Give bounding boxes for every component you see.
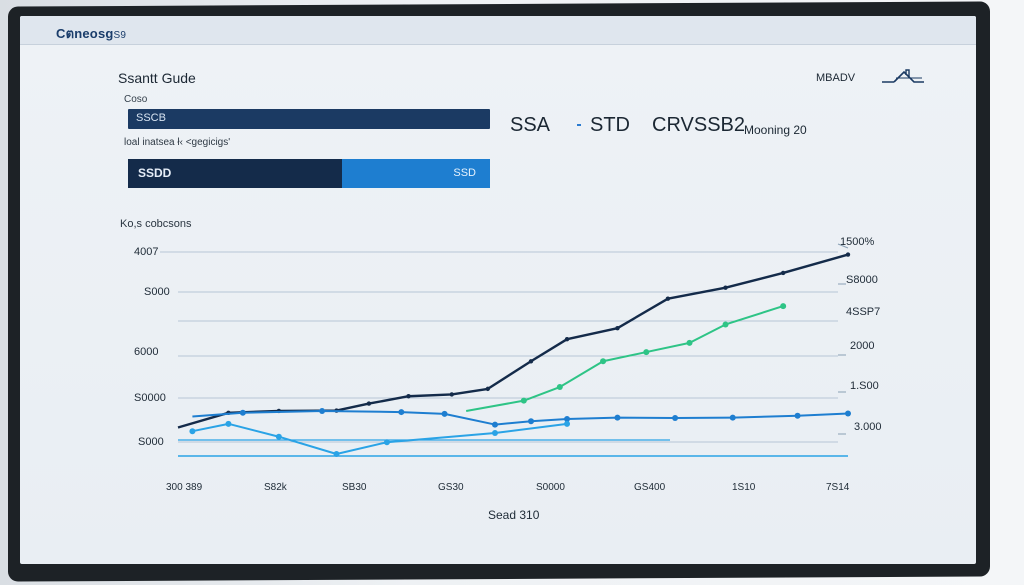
brand-name: Cตneosg (56, 26, 114, 41)
data-point[interactable] (366, 401, 372, 406)
data-point[interactable] (600, 358, 607, 365)
legend-item-1: SSA (510, 114, 551, 136)
data-point[interactable] (189, 428, 196, 435)
data-point[interactable] (845, 410, 851, 417)
y-tick-label-right: S8000 (846, 274, 878, 286)
series-line-3 (192, 409, 849, 426)
x-tick-label: SB30 (342, 482, 367, 493)
data-point[interactable] (225, 420, 232, 427)
legend-item-3: CRVSSB2 (652, 114, 746, 136)
data-point[interactable] (672, 414, 679, 421)
corner-label: MBADV (816, 72, 856, 84)
data-point[interactable] (564, 337, 570, 342)
data-point[interactable] (564, 416, 571, 423)
y-tick-label: S000 (144, 286, 170, 298)
brand-suffix: S9 (113, 30, 127, 41)
y-tick-label: 6000 (134, 346, 159, 358)
segment-ssd[interactable]: SSD (342, 159, 490, 188)
data-point[interactable] (643, 349, 650, 356)
data-point[interactable] (556, 384, 563, 391)
x-tick-label: 1S10 (732, 482, 756, 493)
series-line-2 (465, 305, 784, 412)
data-point[interactable] (333, 451, 340, 458)
x-axis-title: Sead 310 (488, 508, 540, 522)
axis-tick (837, 243, 849, 249)
data-point[interactable] (491, 421, 498, 428)
data-point[interactable] (528, 359, 534, 364)
y-tick-label: S000 (138, 436, 164, 448)
data-point[interactable] (239, 409, 246, 416)
x-tick-label: S0000 (536, 482, 565, 493)
panel-subhead: Coso (124, 94, 148, 105)
y-tick-label: S0000 (134, 392, 166, 404)
x-tick-label: GS400 (634, 482, 666, 493)
data-point[interactable] (614, 414, 621, 421)
legend-tick (577, 124, 581, 126)
x-tick-label: GS30 (438, 482, 464, 493)
app-brand[interactable]: CตneosgS9 (56, 23, 126, 44)
data-point[interactable] (722, 321, 729, 328)
data-point[interactable] (485, 386, 490, 392)
data-point[interactable] (275, 433, 282, 440)
data-point[interactable] (794, 412, 801, 419)
data-point[interactable] (723, 285, 728, 290)
data-point[interactable] (615, 325, 620, 331)
x-tick-label: 300 389 (166, 482, 203, 493)
x-tick-label: 7S14 (826, 482, 850, 493)
data-point[interactable] (729, 414, 736, 421)
data-point[interactable] (406, 394, 411, 399)
chart-caption: Ko,s cobcsons (120, 218, 192, 230)
monitor-screen: CตneosgS9 Ssantt Gude Coso SSCB loal ina… (20, 16, 976, 564)
page-title: Ssantt Gude (118, 70, 196, 86)
data-point[interactable] (398, 409, 405, 416)
segment-ssdd[interactable]: SSDD (128, 159, 342, 188)
data-point[interactable] (780, 303, 787, 310)
data-point[interactable] (383, 439, 390, 446)
legend-item-4: Mooning 20 (744, 123, 807, 137)
y-tick-label-right: 2000 (850, 340, 875, 352)
line-chart (160, 243, 851, 458)
data-point[interactable] (780, 270, 786, 276)
data-point[interactable] (564, 420, 571, 427)
data-point[interactable] (665, 296, 671, 301)
data-point[interactable] (845, 252, 851, 257)
y-tick-label-right: 4SSP7 (846, 306, 881, 318)
selector-bar[interactable]: SSCB (128, 109, 490, 129)
data-point[interactable] (319, 407, 326, 414)
data-point[interactable] (528, 418, 535, 425)
series-line-4 (192, 422, 568, 456)
y-tick-label-right: 3.000 (854, 421, 882, 433)
y-tick-label-right: 1500% (840, 236, 875, 248)
house-icon (882, 69, 924, 83)
panel-description: loal inatsea ł‹ <gegicigs' (124, 137, 231, 148)
data-point[interactable] (441, 410, 448, 417)
data-point[interactable] (449, 392, 454, 397)
selector-bar-label: SSCB (136, 112, 166, 124)
y-tick-label-right: 1.S00 (850, 380, 879, 392)
app-top-bar: CตneosgS9 (20, 16, 976, 45)
data-point[interactable] (520, 397, 527, 404)
data-point[interactable] (491, 430, 498, 437)
y-tick-label: 4007 (134, 246, 159, 258)
data-point[interactable] (686, 339, 693, 346)
segmented-toggle: SSDD SSD (128, 159, 490, 188)
legend-item-2: STD (590, 114, 630, 136)
x-tick-label: S82k (264, 482, 287, 493)
